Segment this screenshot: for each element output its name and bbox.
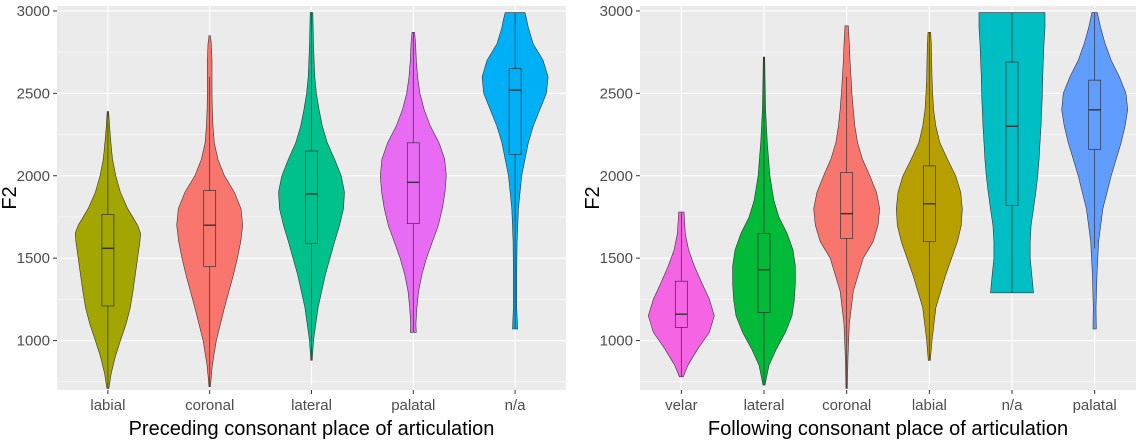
y-tick-label: 2500	[17, 85, 50, 102]
violin-lateral	[278, 12, 345, 361]
chart-panel-1: 1000 1500 2000 2500 3000 labial coronal lateral…	[0, 3, 566, 440]
x-tick-label: velar	[665, 397, 698, 414]
x-tick-label: labial	[912, 397, 947, 414]
violin-labial	[895, 32, 963, 361]
x-tick-label: n/a	[505, 397, 527, 414]
y-tick-label: 3000	[600, 3, 633, 20]
violin-na	[978, 12, 1046, 294]
y-axis-title: F2	[0, 186, 21, 209]
y-tick-label: 3000	[17, 3, 50, 20]
y-tick-label: 1500	[17, 250, 50, 267]
x-tick-label: palatal	[1073, 397, 1117, 414]
box-iqr	[757, 233, 771, 313]
box-iqr	[305, 150, 318, 244]
y-tick-label: 2500	[600, 85, 633, 102]
violin-coronal	[813, 25, 881, 389]
y-tick-label: 1000	[600, 333, 633, 350]
x-tick-label: coronal	[185, 397, 234, 414]
box-iqr	[508, 68, 522, 155]
x-tick-label: labial	[90, 397, 125, 414]
y-tick-label: 2000	[17, 168, 50, 185]
y-tick-label: 1500	[600, 250, 633, 267]
box-iqr	[406, 142, 420, 224]
box-iqr	[1005, 61, 1019, 206]
x-tick-label: palatal	[391, 397, 435, 414]
box-iqr	[101, 214, 115, 307]
box-iqr	[840, 172, 854, 239]
x-axis-title: Preceding consonant place of articulatio…	[129, 418, 495, 440]
violin-coronal	[176, 35, 244, 387]
y-tick-label: 2000	[600, 168, 633, 185]
y-axis-title: F2	[582, 186, 604, 209]
x-tick-label: lateral	[744, 397, 785, 414]
box-iqr	[674, 280, 688, 328]
box-iqr	[203, 190, 217, 267]
x-tick-label: n/a	[1002, 397, 1024, 414]
x-tick-label: lateral	[291, 397, 332, 414]
violin-velar	[647, 211, 715, 378]
y-tick-label: 1000	[17, 333, 50, 350]
box-iqr	[1088, 79, 1102, 150]
chart-panel-2: 1000 1500 2000 2500 3000 velar lateral coronal l…	[582, 3, 1136, 440]
x-tick-label: coronal	[822, 397, 871, 414]
violin-labial	[74, 111, 141, 389]
x-axis-title: Following consonant place of articulatio…	[708, 418, 1068, 440]
plot-background	[640, 6, 1136, 390]
